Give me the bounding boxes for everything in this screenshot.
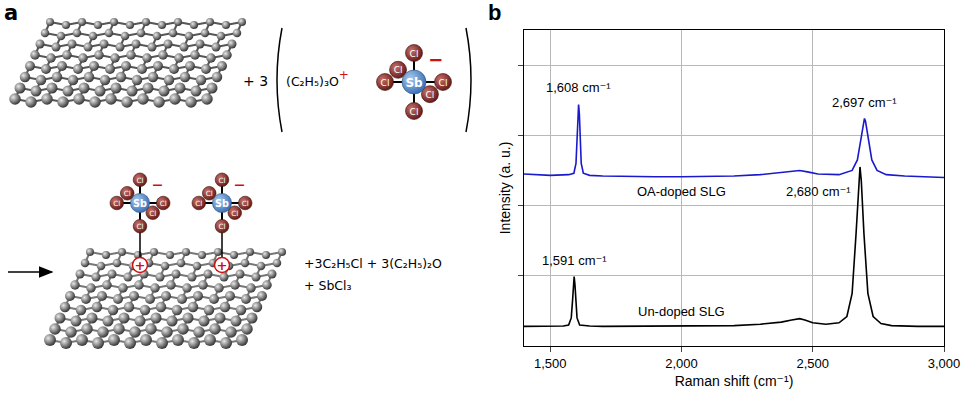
svg-text:1,500: 1,500 [534, 356, 567, 371]
svg-text:Cl: Cl [394, 65, 403, 75]
svg-text:Cl: Cl [124, 189, 131, 198]
svg-text:−: − [233, 177, 245, 193]
html-text:b: b [488, 0, 502, 25]
svg-text:Cl: Cl [381, 78, 390, 88]
svg-text:2,000: 2,000 [665, 356, 698, 371]
svg-text:Raman shift (cm⁻¹): Raman shift (cm⁻¹) [675, 373, 794, 389]
svg-text:Sb: Sb [405, 76, 423, 90]
svg-text:1,608 cm⁻¹: 1,608 cm⁻¹ [546, 80, 611, 95]
svg-text:+: + [135, 258, 146, 273]
svg-text:Cl: Cl [410, 107, 419, 117]
svg-text:−: − [151, 177, 163, 193]
svg-text:Cl: Cl [426, 90, 435, 100]
svg-text:Cl: Cl [231, 209, 238, 218]
svg-text:3,000: 3,000 [928, 356, 961, 371]
svg-text:1,591 cm⁻¹: 1,591 cm⁻¹ [542, 253, 607, 268]
svg-text:+: + [217, 258, 228, 273]
svg-text:Cl: Cl [149, 209, 156, 218]
svg-text:(C₂H₅)₃O+: (C₂H₅)₃O+ [286, 68, 349, 89]
svg-text:+ 3: + 3 [243, 73, 268, 89]
svg-text:a: a [4, 1, 18, 25]
svg-text:Intensity (a. u.): Intensity (a. u.) [497, 142, 513, 235]
svg-text:Cl: Cl [439, 78, 448, 88]
svg-text:Un-doped SLG: Un-doped SLG [638, 304, 725, 319]
svg-text:Cl: Cl [160, 199, 167, 208]
svg-text:2,680 cm⁻¹: 2,680 cm⁻¹ [786, 184, 851, 199]
svg-text:Cl: Cl [218, 222, 225, 231]
svg-text:OA-doped SLG: OA-doped SLG [637, 184, 726, 199]
svg-text:−: − [428, 49, 443, 70]
svg-text:Cl: Cl [410, 49, 419, 59]
svg-text:+ SbCl₃: + SbCl₃ [304, 278, 352, 293]
svg-text:Sb: Sb [133, 198, 147, 209]
svg-text:Cl: Cl [136, 222, 143, 231]
svg-text:Cl: Cl [242, 199, 249, 208]
svg-text:2,697 cm⁻¹: 2,697 cm⁻¹ [832, 95, 897, 110]
svg-text:Sb: Sb [215, 198, 229, 209]
svg-text:2,500: 2,500 [796, 356, 829, 371]
svg-text:Cl: Cl [195, 199, 202, 208]
svg-text:Cl: Cl [206, 189, 213, 198]
svg-text:Cl: Cl [218, 176, 225, 185]
svg-text:+3C₂H₅Cl + 3(C₂H₅)₂O: +3C₂H₅Cl + 3(C₂H₅)₂O [304, 256, 442, 271]
svg-text:Cl: Cl [113, 199, 120, 208]
svg-text:Cl: Cl [136, 176, 143, 185]
